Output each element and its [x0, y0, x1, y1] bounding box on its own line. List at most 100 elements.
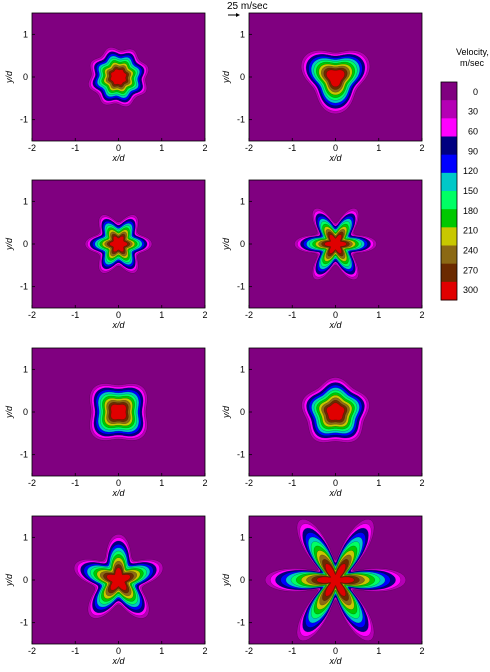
- y-axis-label: y/d: [221, 70, 231, 84]
- x-tick-label: 1: [159, 478, 164, 488]
- reference-vector-arrowhead: [236, 13, 240, 17]
- colorbar-tick-label: 270: [463, 265, 478, 275]
- contour-level-11: [316, 563, 355, 597]
- x-axis-label: x/d: [328, 320, 342, 330]
- x-axis-label: x/d: [328, 153, 342, 163]
- x-axis-label: x/d: [328, 656, 342, 666]
- x-tick-label: 1: [159, 646, 164, 656]
- x-tick-label: -2: [245, 310, 253, 320]
- colorbar-tick-label: 120: [463, 166, 478, 176]
- panel-row1-right: -2 -1 0 1 2 1 0 -1 x/d y/d: [221, 12, 425, 163]
- y-tick-label: -1: [237, 282, 245, 292]
- x-tick-label: -2: [28, 478, 36, 488]
- x-tick-label: 2: [419, 143, 424, 153]
- x-tick-label: 0: [333, 143, 338, 153]
- x-tick-label: 2: [202, 310, 207, 320]
- x-tick-label: -1: [71, 310, 79, 320]
- x-tick-label: -1: [71, 143, 79, 153]
- x-tick-label: 1: [376, 478, 381, 488]
- y-tick-label: 1: [240, 29, 245, 39]
- colorbar-segment: [441, 118, 457, 137]
- y-tick-label: -1: [237, 115, 245, 125]
- y-tick-label: 0: [23, 72, 28, 82]
- y-tick-label: 1: [23, 364, 28, 374]
- colorbar-segment: [441, 82, 457, 101]
- x-tick-label: -1: [71, 478, 79, 488]
- x-tick-label: 0: [116, 310, 121, 320]
- y-tick-label: -1: [237, 618, 245, 628]
- x-tick-label: 2: [419, 646, 424, 656]
- x-tick-label: 0: [333, 310, 338, 320]
- colorbar-title-line2: m/sec: [460, 58, 485, 68]
- x-tick-label: 1: [376, 143, 381, 153]
- reference-vector-label: 25 m/sec: [227, 1, 268, 12]
- x-tick-label: 0: [333, 646, 338, 656]
- x-tick-label: 1: [159, 310, 164, 320]
- y-tick-label: -1: [237, 450, 245, 460]
- colorbar-tick-label: 30: [468, 107, 478, 117]
- x-axis-label: x/d: [111, 320, 125, 330]
- y-tick-label: 0: [240, 575, 245, 585]
- y-tick-label: 0: [23, 407, 28, 417]
- colorbar-frame: [440, 81, 458, 301]
- contour-level-11: [326, 69, 345, 88]
- contour-level-11: [109, 235, 128, 253]
- colorbar-segment: [441, 263, 457, 283]
- x-tick-label: 1: [376, 310, 381, 320]
- panel-row2-left: -2 -1 0 1 2 1 0 -1 x/d y/d: [4, 179, 208, 330]
- colorbar-segment: [441, 191, 457, 210]
- x-tick-label: 0: [116, 143, 121, 153]
- colorbar-tick-label: 0: [473, 87, 478, 97]
- x-tick-label: -1: [288, 310, 296, 320]
- x-tick-label: -1: [288, 143, 296, 153]
- x-axis-label: x/d: [111, 656, 125, 666]
- colorbar-segment: [441, 227, 457, 246]
- panel-row4-left: -2 -1 0 1 2 1 0 -1 x/d y/d: [4, 515, 208, 666]
- y-axis-label: y/d: [221, 237, 231, 251]
- panel-row3-right: -2 -1 0 1 2 1 0 -1 x/d y/d: [221, 347, 425, 498]
- x-axis-label: x/d: [111, 488, 125, 498]
- x-tick-label: 1: [159, 143, 164, 153]
- y-tick-label: 0: [240, 407, 245, 417]
- y-tick-label: 0: [240, 239, 245, 249]
- colorbar-segment: [441, 281, 457, 301]
- x-tick-label: 0: [333, 478, 338, 488]
- x-axis-label: x/d: [111, 153, 125, 163]
- x-tick-label: -2: [245, 143, 253, 153]
- y-axis-label: y/d: [221, 405, 231, 419]
- y-tick-label: 1: [23, 196, 28, 206]
- colorbar-segment: [441, 100, 457, 119]
- colorbar-segment: [441, 154, 457, 174]
- y-axis-label: y/d: [4, 405, 14, 419]
- x-tick-label: -2: [245, 646, 253, 656]
- panel-row3-left: -2 -1 0 1 2 1 0 -1 x/d y/d: [4, 347, 208, 498]
- contour-level-11: [110, 404, 127, 420]
- colorbar-title-line1: Velocity,: [456, 47, 489, 57]
- y-axis-label: y/d: [4, 70, 14, 84]
- colorbar-tick-label: 150: [463, 186, 478, 196]
- panel-grid: -2 -1 0 1 2 1 0 -1 x/d y/d -2 -1 0 1 2 1 0 -1 x/d y/d -2 -1 0 1…: [4, 12, 425, 666]
- contour-level-11: [106, 567, 131, 591]
- colorbar-segment: [441, 209, 457, 228]
- y-tick-label: -1: [20, 618, 28, 628]
- x-tick-label: 2: [202, 646, 207, 656]
- colorbar-tick-label: 60: [468, 127, 478, 137]
- x-tick-label: 2: [202, 478, 207, 488]
- x-tick-label: -1: [71, 646, 79, 656]
- colorbar-tick-label: 240: [463, 245, 478, 255]
- y-tick-label: -1: [20, 115, 28, 125]
- x-tick-label: 2: [202, 143, 207, 153]
- colorbar-tick-label: 180: [463, 206, 478, 216]
- y-tick-label: -1: [20, 450, 28, 460]
- colorbar-segment: [441, 172, 457, 192]
- x-tick-label: 2: [419, 478, 424, 488]
- x-tick-label: -2: [28, 310, 36, 320]
- y-tick-label: 0: [23, 575, 28, 585]
- contour-level-11: [326, 402, 345, 421]
- colorbar-tick-label: 300: [463, 285, 478, 295]
- x-tick-label: 1: [376, 646, 381, 656]
- panel-row1-left: -2 -1 0 1 2 1 0 -1 x/d y/d: [4, 12, 208, 163]
- y-tick-label: 1: [23, 29, 28, 39]
- contour-level-11: [110, 68, 127, 86]
- x-tick-label: -2: [245, 478, 253, 488]
